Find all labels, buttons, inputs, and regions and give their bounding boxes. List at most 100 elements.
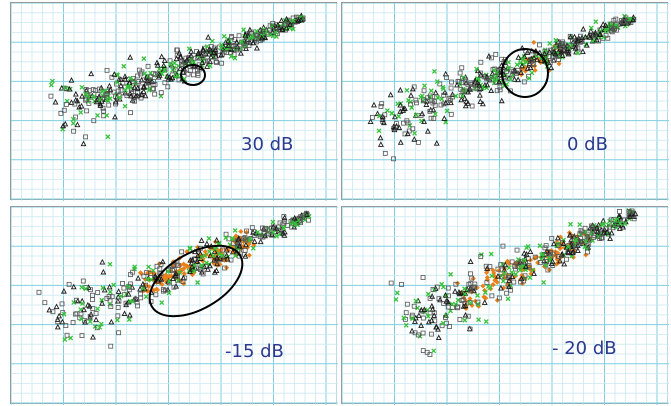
point-green — [439, 281, 445, 287]
point-green — [425, 313, 431, 319]
point-square — [55, 319, 61, 325]
point-green — [577, 222, 583, 228]
point-triangle — [593, 36, 600, 43]
point-green — [207, 63, 213, 69]
point-square — [448, 85, 454, 91]
point-square — [403, 316, 408, 322]
point-triangle — [575, 37, 581, 44]
point-triangle — [258, 34, 265, 41]
point-square — [579, 229, 585, 235]
point-triangle — [99, 300, 106, 306]
point-triangle — [477, 98, 484, 104]
point-square — [306, 217, 311, 223]
point-square — [267, 27, 272, 33]
point-square — [243, 237, 249, 243]
point-green — [191, 59, 197, 65]
point-triangle — [428, 302, 435, 309]
point-square — [441, 301, 447, 306]
point-square — [223, 231, 229, 237]
point-triangle — [139, 91, 145, 98]
point-triangle — [287, 21, 294, 27]
point-triangle — [381, 119, 387, 126]
point-square — [162, 80, 168, 86]
point-square — [95, 290, 101, 295]
point-triangle — [59, 318, 66, 325]
point-triangle — [560, 240, 567, 246]
point-square — [489, 293, 495, 299]
point-square — [141, 273, 147, 279]
point-triangle — [548, 64, 555, 71]
point-green — [107, 289, 113, 295]
point-square — [458, 86, 464, 92]
point-square — [144, 270, 149, 275]
point-triangle — [159, 258, 166, 265]
highlight-ellipse — [180, 64, 206, 86]
point-triangle — [474, 67, 481, 74]
point-triangle — [465, 88, 472, 95]
point-triangle — [205, 34, 212, 40]
point-green — [604, 27, 610, 33]
point-triangle — [411, 318, 418, 324]
point-square — [468, 85, 474, 90]
point-square — [591, 234, 596, 240]
point-green — [79, 301, 85, 306]
point-triangle — [572, 44, 579, 51]
point-triangle — [97, 102, 104, 108]
point-green — [146, 264, 152, 270]
point-triangle — [559, 250, 566, 257]
point-triangle — [528, 55, 535, 62]
point-square — [506, 273, 512, 279]
point-triangle — [54, 323, 61, 330]
point-square — [445, 285, 451, 291]
point-green — [506, 65, 512, 71]
point-triangle — [88, 70, 95, 77]
point-square — [545, 267, 551, 273]
point-square — [429, 331, 434, 337]
point-square — [128, 281, 133, 287]
point-square — [116, 298, 122, 304]
point-green — [84, 93, 90, 99]
point-green — [401, 315, 407, 321]
point-green — [476, 317, 482, 323]
point-triangle — [497, 284, 504, 291]
point-triangle — [460, 303, 467, 309]
point-green — [247, 35, 253, 41]
snr-label: - 20 dB — [552, 338, 617, 359]
point-orange — [531, 39, 537, 45]
point-green — [573, 236, 579, 242]
point-square — [133, 297, 139, 302]
point-square — [441, 101, 447, 107]
point-triangle — [257, 238, 264, 245]
point-square — [80, 278, 86, 284]
point-triangle — [291, 214, 298, 221]
point-triangle — [484, 265, 491, 271]
point-triangle — [112, 98, 119, 105]
point-green — [232, 227, 238, 233]
point-green — [483, 319, 489, 325]
point-triangle — [123, 301, 130, 308]
point-square — [537, 42, 542, 48]
point-triangle — [101, 286, 108, 293]
point-square — [631, 216, 637, 222]
point-green — [87, 319, 93, 325]
point-green — [541, 279, 547, 285]
point-triangle — [74, 297, 81, 304]
point-square — [577, 33, 583, 39]
point-green — [78, 316, 84, 322]
point-triangle — [518, 275, 525, 282]
point-triangle — [188, 48, 195, 54]
point-green — [125, 284, 131, 289]
point-square — [104, 67, 110, 73]
point-square — [498, 262, 504, 268]
point-square — [244, 228, 250, 234]
point-triangle — [620, 223, 626, 230]
point-triangle — [511, 76, 518, 82]
point-square — [430, 287, 436, 292]
point-triangle — [424, 128, 431, 134]
point-green — [537, 243, 543, 249]
point-orange — [467, 296, 473, 302]
point-square — [63, 323, 69, 329]
point-triangle — [177, 65, 184, 71]
point-triangle — [242, 252, 249, 259]
point-square — [251, 233, 257, 238]
